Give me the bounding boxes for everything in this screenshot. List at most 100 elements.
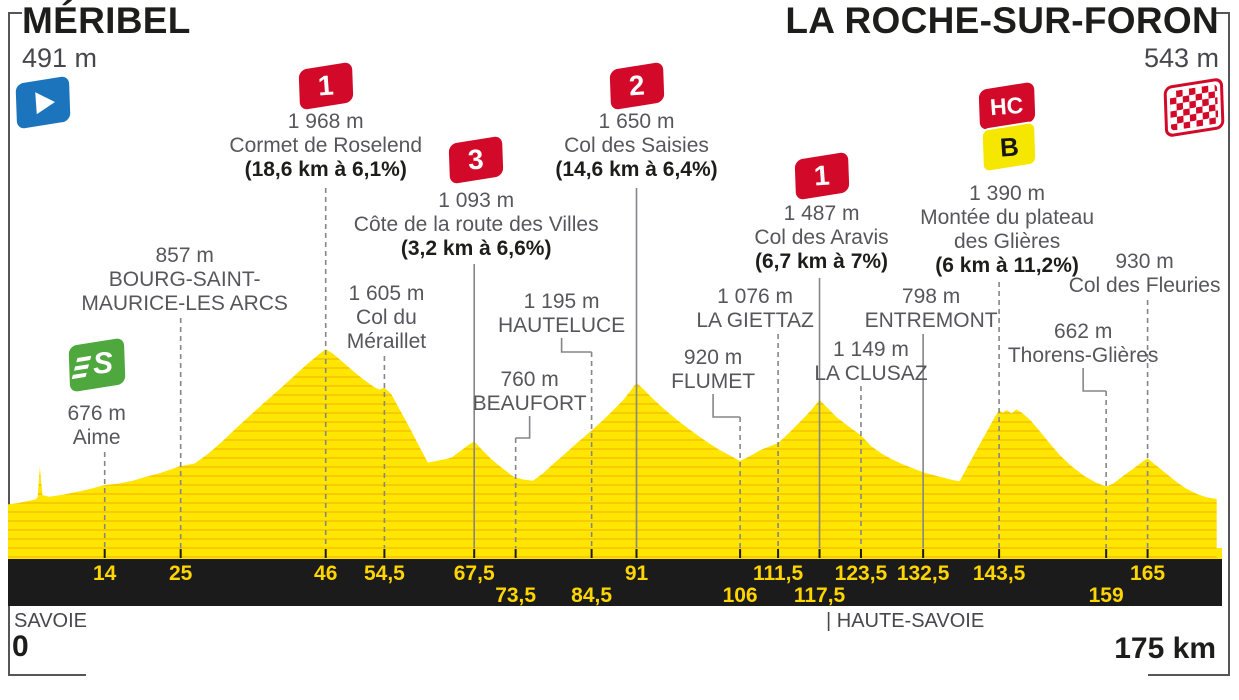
marker-text: Thorens-Glières — [1007, 344, 1159, 367]
marker-text: 1 650 m — [598, 110, 675, 133]
category-2-climb-badge: 2 — [609, 61, 664, 111]
category-1-climb-badge: 1 — [794, 151, 849, 201]
marker-label-hauteluce: 1 195 m HAUTELUCE — [498, 290, 625, 338]
marker-text: Montée du plateau — [920, 206, 1095, 229]
marker-text: 857 m — [155, 244, 214, 267]
km-label-flumet: 106 — [722, 584, 758, 607]
marker-text: Col du — [356, 306, 417, 329]
bonus-label: B — [998, 130, 1020, 163]
frame-bottom-left-stub — [8, 674, 86, 676]
km-label-col-des-fleuries: 165 — [1130, 562, 1166, 585]
marker-label-cormet-de-roselend: 1 968 m Cormet de Roselend (18,6 km à 6,1%… — [229, 110, 422, 182]
speed-lines-icon — [76, 355, 91, 362]
marker-gradient: (18,6 km à 6,1%) — [244, 158, 407, 181]
category-1-climb-badge: 1 — [298, 61, 354, 111]
marker-text: MAURICE-LES ARCS — [81, 292, 288, 315]
axis-distance-bar — [8, 559, 1222, 606]
hc-label: HC — [989, 91, 1025, 120]
start-flag-icon — [15, 75, 71, 130]
marker-text: 920 m — [683, 346, 743, 369]
marker-label-entremont: 798 m ENTREMONT — [865, 285, 998, 333]
start-elevation: 491 m — [22, 43, 98, 73]
marker-text: Cormet de Roselend — [229, 134, 423, 157]
checkered-pattern-icon — [1169, 84, 1219, 131]
category-number: 1 — [812, 159, 831, 192]
marker-label-flumet: 920 m FLUMET — [671, 346, 755, 394]
start-header: MÉRIBEL 491 m — [22, 0, 191, 74]
marker-gradient: (6,7 km à 7%) — [754, 250, 889, 273]
frame-top-right-stub — [1216, 12, 1230, 14]
marker-text: 1 076 m — [717, 285, 794, 308]
marker-gradient: (14,6 km à 6,4%) — [555, 158, 718, 181]
marker-label-bourg-saint-maurice: 857 m BOURG-SAINT- MAURICE-LES ARCS — [81, 244, 288, 316]
marker-text: Côte de la route des Villes — [353, 213, 599, 236]
sprint-letter: S — [91, 346, 114, 381]
marker-text: FLUMET — [671, 370, 756, 393]
category-3-climb-badge: 3 — [448, 135, 504, 185]
marker-elbow-beaufort — [515, 416, 531, 439]
start-km-label: 0 — [12, 630, 29, 663]
axis-yellow-strip — [8, 548, 1222, 559]
km-label-cote-route-des-villes: 67,5 — [453, 562, 495, 585]
marker-text: LA CLUSAZ — [814, 362, 928, 385]
marker-label-col-du-meraillet: 1 605 m Col du Méraillet — [347, 282, 426, 354]
marker-text: 1 093 m — [438, 189, 515, 212]
km-label-beaufort: 73,5 — [495, 584, 537, 607]
frame-right-line — [1228, 12, 1230, 676]
marker-text: Col des Aravis — [754, 226, 889, 249]
marker-text: BEAUFORT — [472, 392, 587, 415]
marker-text: HAUTELUCE — [497, 314, 626, 337]
marker-text: 930 m — [1115, 250, 1174, 273]
marker-text: des Glières — [953, 230, 1061, 253]
marker-text: Col des Fleuries — [1068, 274, 1221, 297]
frame-left-line — [8, 12, 10, 676]
marker-text: 760 m — [500, 368, 559, 391]
frame-top-left-stub — [8, 12, 22, 14]
marker-text: ENTREMONT — [864, 309, 998, 332]
marker-label-la-clusaz: 1 149 m LA CLUSAZ — [814, 338, 927, 386]
marker-label-la-giettaz: 1 076 m LA GIETTAZ — [696, 285, 813, 333]
marker-text: Méraillet — [346, 330, 427, 353]
marker-text: 1 968 m — [287, 110, 364, 133]
marker-text: 798 m — [901, 285, 961, 308]
marker-label-col-des-saisies: 1 650 m Col des Saisies (14,6 km à 6,4%) — [555, 110, 717, 182]
marker-gradient: (6 km à 11,2%) — [935, 254, 1079, 277]
total-distance-label: 175 km — [1114, 632, 1216, 665]
km-label-col-des-aravis: 117,5 — [793, 584, 846, 607]
intermediate-sprint-badge: S — [68, 337, 126, 393]
km-label-col-des-saisies: 91 — [624, 562, 649, 585]
km-label-hauteluce: 84,5 — [571, 584, 613, 607]
finish-header: LA ROCHE-SUR-FORON 543 m — [785, 0, 1219, 74]
marker-text: 1 605 m — [348, 282, 425, 305]
marker-elbow-flumet — [712, 394, 741, 418]
region-label-haute-savoie: | HAUTE-SAVOIE — [826, 610, 985, 632]
km-label-cormet-de-roselend: 46 — [314, 562, 338, 585]
region-label-savoie: SAVOIE — [14, 610, 87, 632]
marker-label-montee-plateau-des-glieres: 1 390 m Montée du plateau des Glières (6 km… — [920, 182, 1094, 278]
category-number: 3 — [467, 143, 485, 176]
start-triangle-icon — [35, 90, 56, 114]
km-label-col-du-meraillet: 54,5 — [363, 562, 405, 585]
marker-text: 1 390 m — [969, 182, 1046, 205]
km-label-bourg-saint-maurice: 25 — [168, 562, 193, 585]
km-label-montee-plateau-des-glieres: 143,5 — [972, 562, 1026, 585]
marker-text: Col des Saisies — [564, 134, 709, 157]
frame-bottom-right-stub — [1148, 674, 1230, 676]
marker-text: LA GIETTAZ — [696, 309, 814, 332]
marker-text: 1 487 m — [783, 202, 860, 225]
marker-text: 1 149 m — [833, 338, 909, 361]
marker-text: 1 195 m — [523, 290, 600, 313]
marker-label-aime: 676 m Aime — [68, 402, 126, 450]
start-town-name: MÉRIBEL — [22, 0, 191, 41]
marker-label-beaufort: 760 m BEAUFORT — [473, 368, 587, 416]
category-number: 1 — [316, 69, 335, 102]
km-label-thorens-glieres: 159 — [1088, 584, 1124, 607]
km-label-la-giettaz: 111,5 — [752, 562, 804, 585]
marker-text: 662 m — [1053, 320, 1113, 343]
finish-town-name: LA ROCHE-SUR-FORON — [785, 0, 1219, 41]
km-label-aime: 14 — [93, 562, 117, 585]
marker-label-col-des-fleuries: 930 m Col des Fleuries — [1069, 250, 1221, 298]
bonus-badge: B — [980, 120, 1038, 174]
finish-elevation: 543 m — [1143, 43, 1219, 73]
